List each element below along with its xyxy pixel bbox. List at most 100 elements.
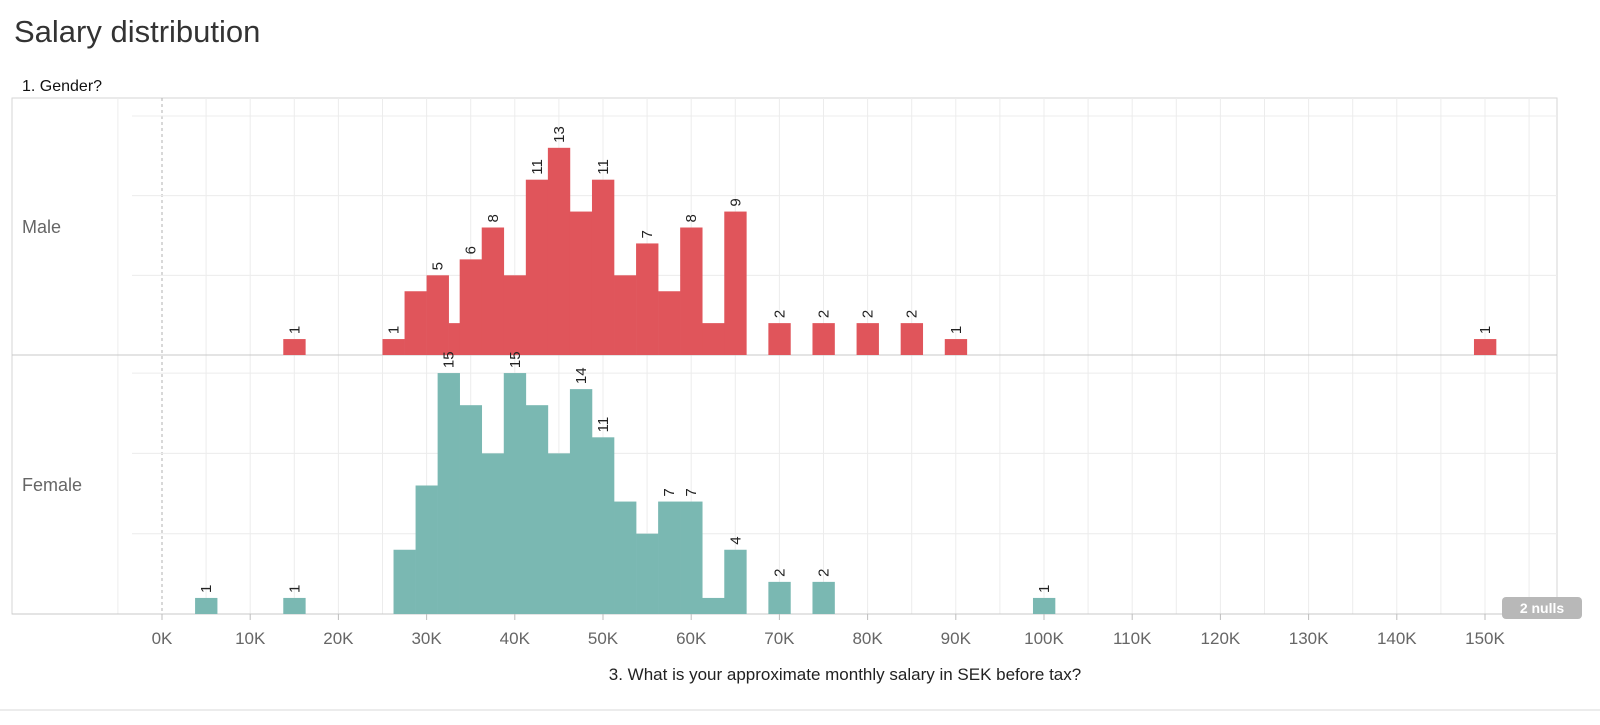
bar-female[interactable] <box>724 549 747 614</box>
bar-male[interactable] <box>283 339 306 355</box>
data-label: 1 <box>948 326 965 334</box>
row-label-female: Female <box>22 475 83 495</box>
x-tick-label: 150K <box>1465 629 1505 648</box>
bar-female[interactable] <box>1032 597 1056 614</box>
data-label: 15 <box>507 351 524 368</box>
data-label: 5 <box>430 262 447 270</box>
bar-male[interactable] <box>426 275 449 355</box>
data-label: 1 <box>386 326 403 334</box>
bar-female[interactable] <box>591 437 615 614</box>
bar-male[interactable] <box>481 227 505 356</box>
bar-female[interactable] <box>481 453 505 614</box>
bar-male[interactable] <box>944 339 968 355</box>
data-label: 8 <box>683 214 700 222</box>
bar-male[interactable] <box>900 323 924 355</box>
data-label: 14 <box>573 367 590 384</box>
x-tick-label: 100K <box>1024 629 1064 648</box>
data-label: 2 <box>816 569 833 577</box>
bar-female[interactable] <box>415 485 438 615</box>
data-label: 11 <box>595 417 612 433</box>
x-tick-label: 80K <box>852 629 883 648</box>
data-label: 9 <box>727 198 744 206</box>
bar-female[interactable] <box>768 581 791 614</box>
bar-male[interactable] <box>724 211 747 355</box>
bar-female[interactable] <box>569 389 593 614</box>
x-tick-label: 40K <box>500 629 531 648</box>
x-tick-label: 0K <box>152 629 173 648</box>
chart-title: Salary distribution <box>14 14 261 49</box>
data-label: 1 <box>286 326 303 334</box>
bar-male[interactable] <box>591 179 615 355</box>
bar-male[interactable] <box>614 275 637 355</box>
bar-male[interactable] <box>569 211 593 355</box>
data-label: 2 <box>860 310 877 318</box>
data-label: 1 <box>1477 326 1494 334</box>
data-label: 1 <box>286 585 303 593</box>
row-header-gender: 1. Gender? <box>22 78 103 95</box>
x-tick-label: 50K <box>588 629 619 648</box>
bars <box>195 147 1497 615</box>
data-label: 11 <box>529 159 546 175</box>
bar-female[interactable] <box>283 597 306 614</box>
bar-male[interactable] <box>503 275 527 355</box>
bar-female[interactable] <box>614 501 637 614</box>
x-tick-label: 90K <box>941 629 972 648</box>
data-label: 2 <box>771 569 788 577</box>
bar-female[interactable] <box>195 597 218 614</box>
bar-male[interactable] <box>525 179 549 355</box>
bar-male[interactable] <box>547 147 571 355</box>
x-axis: 0K 10K 20K 30K 40K 50K 60K 70K 80K 90K 100K 110K 120… <box>0 614 1600 711</box>
bar-female[interactable] <box>459 405 483 614</box>
x-axis-label: 3. What is your approximate monthly sala… <box>609 665 1081 684</box>
bar-female[interactable] <box>503 373 527 614</box>
x-tick-label: 130K <box>1289 629 1329 648</box>
data-label: 7 <box>683 488 700 496</box>
x-tick-label: 30K <box>411 629 442 648</box>
bar-male[interactable] <box>680 227 703 356</box>
x-tick-label: 70K <box>764 629 795 648</box>
row-label-male: Male <box>22 217 62 237</box>
data-label: 6 <box>463 246 480 254</box>
bar-female[interactable] <box>547 453 571 614</box>
bar-female[interactable] <box>525 405 549 614</box>
bar-female[interactable] <box>636 533 659 614</box>
x-tick-label: 120K <box>1201 629 1241 648</box>
bar-female[interactable] <box>812 581 835 614</box>
bar-male[interactable] <box>768 323 791 355</box>
data-label: 8 <box>485 214 502 222</box>
bar-male[interactable] <box>856 323 879 355</box>
bar-male[interactable] <box>658 291 681 355</box>
x-tick-label: 110K <box>1113 629 1152 648</box>
bar-male[interactable] <box>812 323 835 355</box>
data-label: 2 <box>816 310 833 318</box>
plot-frame <box>11 97 1558 615</box>
data-label: 11 <box>595 159 612 175</box>
x-tick-label: 60K <box>676 629 707 648</box>
data-label: 4 <box>727 536 744 544</box>
bar-female[interactable] <box>393 549 416 614</box>
data-label: 2 <box>771 310 788 318</box>
x-tick-label: 10K <box>235 629 266 648</box>
bar-male[interactable] <box>459 259 483 355</box>
bar-female[interactable] <box>702 597 725 614</box>
bar-male[interactable] <box>382 339 405 355</box>
bar-male[interactable] <box>636 243 659 355</box>
bar-male[interactable] <box>702 323 725 355</box>
grid-lines <box>11 97 1558 615</box>
bar-male[interactable] <box>404 291 427 355</box>
nulls-badge[interactable]: 2 nulls <box>1502 597 1582 619</box>
data-label: 1 <box>198 585 215 593</box>
data-label: 7 <box>661 488 678 496</box>
bar-female[interactable] <box>658 501 681 614</box>
x-tick-label: 20K <box>323 629 354 648</box>
bar-female[interactable] <box>680 501 703 614</box>
data-label: 15 <box>441 351 458 368</box>
x-tick-label: 140K <box>1377 629 1417 648</box>
bar-male[interactable] <box>1473 339 1497 355</box>
data-label: 2 <box>904 310 921 318</box>
data-label: 13 <box>551 126 568 143</box>
data-label: 1 <box>1036 585 1053 593</box>
bar-female[interactable] <box>437 373 460 614</box>
